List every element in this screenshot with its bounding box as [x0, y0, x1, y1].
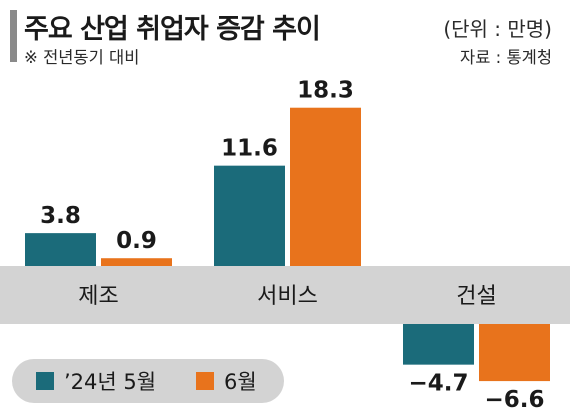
category-label-1: 서비스 [257, 284, 318, 309]
value-label-0-1: 0.9 [116, 228, 157, 254]
category-label-2: 건설 [456, 284, 496, 309]
bar-2-0 [403, 324, 474, 365]
legend-swatch-june [196, 372, 214, 390]
legend-label-june: 6월 [224, 370, 257, 394]
category-band [0, 266, 570, 324]
value-label-2-1: −6.6 [484, 387, 544, 413]
unit-label: (단위 : 만명) [443, 17, 552, 41]
comparison-note: ※ 전년동기 대비 [24, 48, 140, 67]
chart-title: 주요 산업 취업자 증감 추이 [24, 14, 321, 45]
legend-item-june: 6월 [196, 359, 257, 403]
legend-item-may: ’24년 5월 [36, 359, 156, 403]
title-accent-bar [10, 10, 17, 62]
value-label-2-0: −4.7 [408, 371, 468, 397]
value-label-1-1: 18.3 [297, 78, 354, 104]
value-label-1-0: 11.6 [221, 136, 278, 162]
value-label-0-0: 3.8 [40, 203, 81, 229]
category-label-0: 제조 [78, 284, 118, 309]
legend-label-may: ’24년 5월 [64, 370, 157, 394]
source-label: 자료 : 통계청 [460, 48, 552, 67]
bar-1-1 [290, 107, 361, 266]
bar-0-1 [101, 258, 172, 266]
bar-0-0 [25, 233, 96, 266]
legend: ’24년 5월 6월 [12, 359, 284, 403]
legend-swatch-may [36, 372, 54, 390]
bar-2-1 [479, 324, 550, 382]
bar-1-0 [214, 165, 285, 266]
